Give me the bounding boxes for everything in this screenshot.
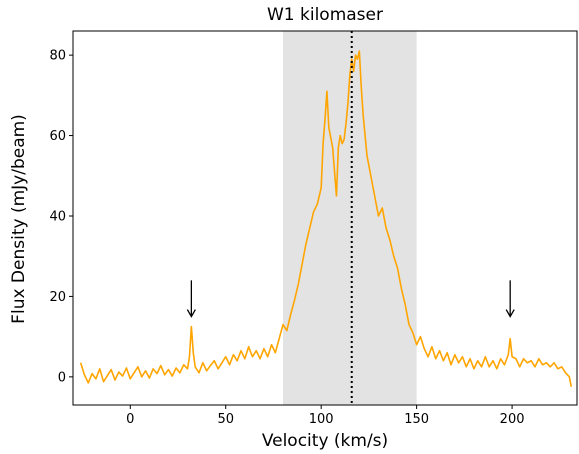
x-tick-label-50: 50 <box>217 412 234 427</box>
y-tick-label-0: 0 <box>58 370 66 385</box>
y-tick-label-20: 20 <box>49 290 66 305</box>
axes-frame <box>72 30 578 406</box>
y-tick-label-40: 40 <box>49 209 66 224</box>
y-tick-label-60: 60 <box>49 129 66 144</box>
y-tick-label-80: 80 <box>49 49 66 64</box>
x-tick-label-0: 0 <box>126 412 134 427</box>
shaded-region <box>283 31 417 405</box>
x-tick-label-150: 150 <box>404 412 429 427</box>
chart-title: W1 kilomaser <box>267 5 383 25</box>
series-line-0 <box>79 50 573 388</box>
x-tick-label-200: 200 <box>500 412 525 427</box>
plot-area: 0 50 100 150 200 0 20 40 60 80 <box>49 30 578 427</box>
x-axis-label: Velocity (km/s) <box>262 431 388 451</box>
y-axis-label: Flux Density (mJy/beam) <box>9 114 29 324</box>
x-tick-label-100: 100 <box>309 412 334 427</box>
arrow-head-0 <box>186 309 196 318</box>
arrow-head-1 <box>505 309 515 318</box>
